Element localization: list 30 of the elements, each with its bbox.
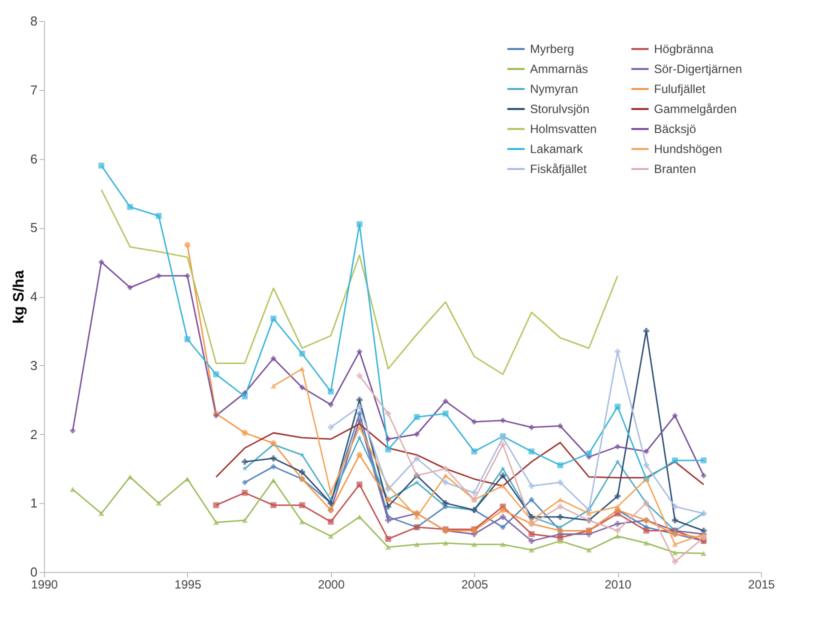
y-tick-label: 0 [30, 564, 38, 580]
y-axis-title: kg S/ha [10, 270, 28, 324]
y-tick-label: 5 [30, 220, 38, 236]
y-tick-label: 4 [30, 289, 38, 304]
y-tick-label: 8 [30, 14, 38, 28]
y-tick-label: 7 [30, 82, 38, 98]
legend-label: Ammarnäs [530, 62, 588, 76]
y-tick-label: 6 [30, 151, 38, 166]
legend-label: Hundshögen [654, 142, 722, 156]
y-tick-label: 3 [30, 358, 38, 373]
x-tick-label: 2015 [748, 578, 776, 592]
legend-label: Sör-Digertjärnen [654, 62, 742, 76]
x-tick-label: 1990 [31, 578, 58, 592]
legend-label: Bäcksjö [654, 122, 696, 136]
legend-label: Fiskåfjället [530, 162, 588, 176]
x-tick-label: 2010 [604, 578, 632, 592]
x-tick-label: 2005 [461, 578, 488, 592]
legend-label: Holmsvatten [530, 122, 597, 136]
legend-label: Gammelgården [654, 102, 737, 116]
legend-label: Myrberg [530, 42, 574, 56]
y-tick-label: 1 [30, 496, 38, 511]
y-tick-label: 2 [30, 426, 38, 442]
legend-label: Nymyran [530, 82, 578, 96]
legend-label: Storulvsjön [530, 102, 590, 116]
legend-label: Högbränna [654, 42, 714, 56]
legend-label: Fulufjället [654, 82, 706, 96]
legend-label: Lakamark [530, 142, 584, 156]
x-tick-label: 1995 [174, 578, 202, 592]
legend-label: Branten [654, 162, 696, 176]
x-tick-label: 2000 [318, 578, 345, 592]
